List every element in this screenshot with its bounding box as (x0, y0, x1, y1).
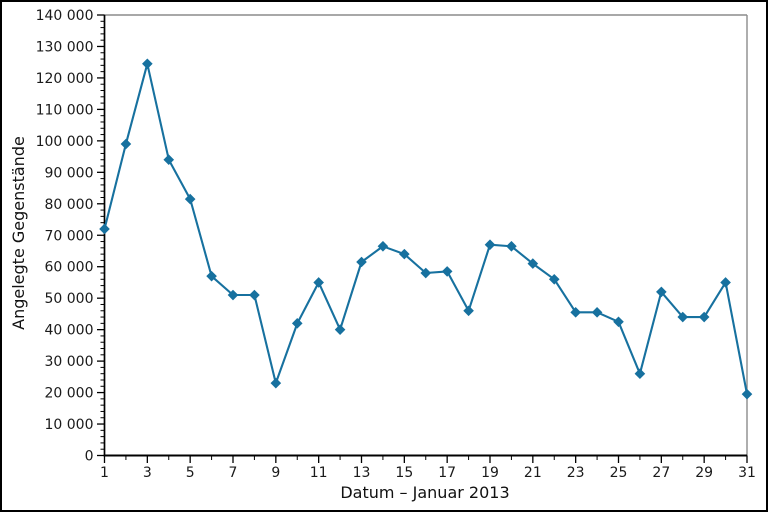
data-point-marker (677, 311, 689, 323)
y-tick-label: 10 000 (45, 417, 94, 433)
data-point-marker (377, 240, 389, 252)
y-tick-label: 20 000 (45, 386, 94, 402)
data-point-marker (399, 248, 410, 260)
data-line (103, 62, 749, 396)
y-tick-label: 110 000 (36, 102, 94, 118)
y-tick-label: 0 (85, 449, 94, 465)
data-point-marker (720, 277, 731, 288)
data-point-marker (591, 307, 603, 318)
x-tick-label: 21 (524, 465, 542, 481)
data-point-marker (420, 267, 432, 279)
y-tick-label: 100 000 (36, 134, 94, 150)
x-tick-label: 15 (395, 465, 413, 481)
data-point-marker (506, 240, 517, 252)
y-tick-label: 30 000 (45, 354, 94, 370)
data-point-marker (441, 266, 453, 277)
x-tick-label: 27 (652, 465, 670, 481)
data-point-marker (270, 377, 282, 389)
x-tick-label: 9 (271, 465, 280, 481)
data-point-marker (291, 318, 303, 329)
x-tick-label: 23 (567, 465, 585, 481)
x-tick-label: 31 (738, 465, 756, 481)
data-point-marker (463, 305, 474, 317)
data-point-marker (163, 154, 175, 166)
data-point-marker (206, 270, 217, 282)
data-point-marker (634, 368, 646, 380)
x-axis-title: Datum – Januar 2013 (340, 483, 510, 502)
y-tick-label: 90 000 (45, 165, 94, 181)
data-point-marker (741, 388, 753, 400)
x-tick-label: 19 (481, 465, 499, 481)
data-point-marker (249, 289, 260, 301)
data-point-marker (356, 256, 367, 268)
data-point-marker (142, 58, 153, 70)
y-tick-label: 130 000 (36, 39, 94, 55)
data-point-marker (313, 277, 324, 288)
y-tick-label: 50 000 (45, 291, 94, 307)
data-point-marker (227, 289, 239, 301)
y-tick-label: 60 000 (45, 260, 94, 276)
y-tick-label: 70 000 (45, 228, 94, 244)
data-point-marker (99, 223, 110, 235)
y-tick-label: 140 000 (36, 8, 94, 24)
x-tick-label: 11 (310, 465, 328, 481)
x-tick-label: 25 (610, 465, 628, 481)
x-tick-label: 13 (353, 465, 371, 481)
data-point-marker (184, 193, 196, 205)
x-tick-label: 1 (100, 465, 109, 481)
y-tick-label: 80 000 (45, 197, 94, 213)
y-axis-title: Angelegte Gegenstände (9, 136, 28, 330)
data-point-marker (484, 239, 496, 250)
x-tick-label: 3 (143, 465, 152, 481)
data-point-marker (698, 311, 710, 323)
data-point-marker (548, 273, 560, 285)
data-point-marker (613, 316, 624, 328)
x-tick-label: 7 (229, 465, 238, 481)
data-point-marker (120, 138, 132, 150)
x-tick-label: 29 (695, 465, 713, 481)
x-tick-label: 17 (438, 465, 456, 481)
data-point-marker (527, 258, 539, 269)
y-tick-label: 120 000 (36, 71, 94, 87)
data-point-marker (570, 307, 581, 318)
y-tick-label: 40 000 (45, 323, 94, 339)
x-tick-label: 5 (186, 465, 195, 481)
data-point-marker (656, 286, 667, 298)
data-point-marker (334, 324, 346, 335)
